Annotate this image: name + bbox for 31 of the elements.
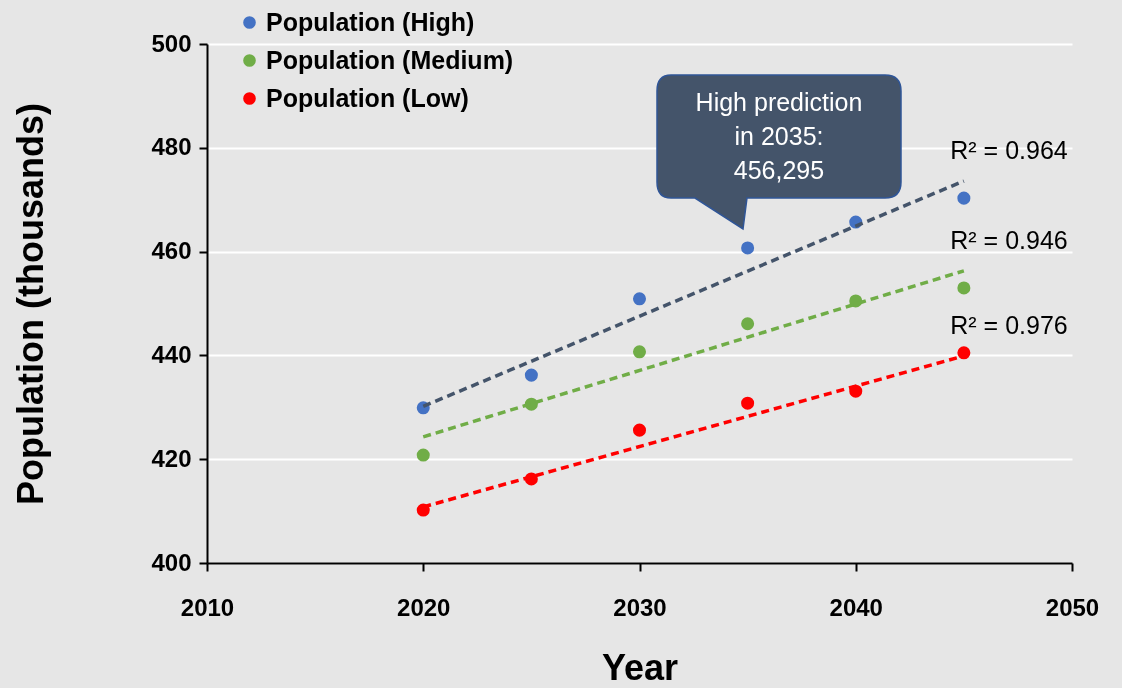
x-tick-label: 2040 — [829, 593, 883, 621]
point — [741, 396, 755, 410]
point — [957, 281, 971, 295]
point — [741, 241, 755, 255]
x-axis-title: Year — [601, 646, 679, 688]
legend-label: Population (Low) — [266, 83, 469, 112]
point — [741, 317, 755, 331]
x-tick-label: 2030 — [613, 593, 667, 621]
x-tick-label: 2020 — [397, 593, 451, 621]
point — [957, 191, 971, 205]
annotation: High prediction in 2035: 456,295 — [694, 87, 864, 186]
annotation: R² = 0.964 — [949, 135, 1069, 166]
point — [632, 345, 647, 359]
y-tick-label: 500 — [151, 29, 192, 57]
point — [416, 448, 430, 462]
legend-label: Population (High) — [266, 7, 475, 36]
y-tick-label: 460 — [151, 237, 192, 265]
y-tick-label: 420 — [151, 444, 192, 472]
annotation: R² = 0.976 — [949, 310, 1069, 341]
y-tick-label: 480 — [151, 133, 192, 161]
y-axis-title: Population (thousands) — [10, 103, 52, 505]
point — [632, 423, 647, 437]
point — [524, 368, 538, 382]
legend-label: Population (Medium) — [266, 45, 514, 74]
y-tick-label: 400 — [151, 548, 192, 576]
point — [632, 292, 647, 306]
y-tick-label: 440 — [151, 340, 192, 368]
x-tick-label: 2050 — [1045, 593, 1100, 621]
point — [957, 346, 971, 360]
annotation: R² = 0.946 — [949, 225, 1069, 256]
x-tick-label: 2010 — [180, 593, 235, 621]
